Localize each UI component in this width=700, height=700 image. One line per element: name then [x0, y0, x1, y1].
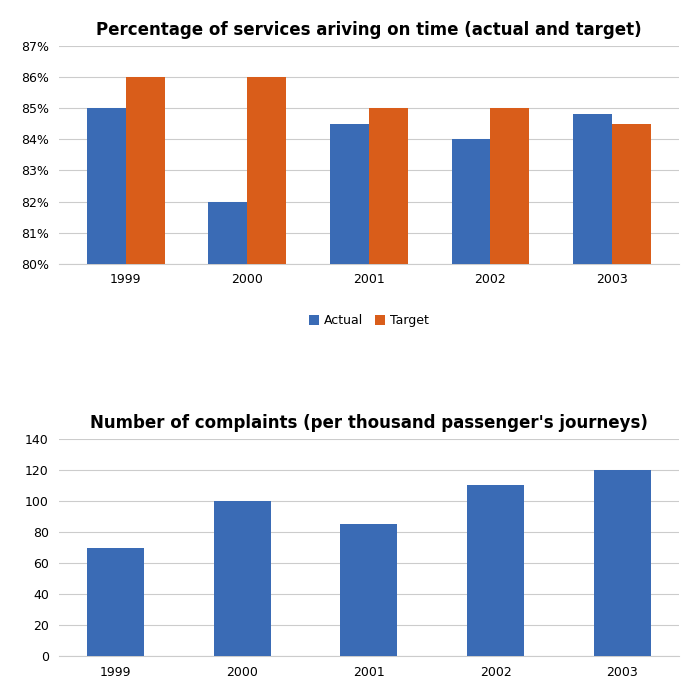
- Bar: [87, 108, 126, 700]
- Title: Number of complaints (per thousand passenger's journeys): Number of complaints (per thousand passe…: [90, 414, 648, 431]
- Bar: [247, 77, 286, 700]
- Bar: [573, 114, 612, 700]
- Legend: Actual, Target: Actual, Target: [304, 309, 434, 332]
- Bar: [452, 139, 491, 700]
- Bar: [340, 524, 398, 657]
- Bar: [594, 470, 651, 657]
- Bar: [491, 108, 529, 700]
- Bar: [467, 485, 524, 657]
- Bar: [126, 77, 164, 700]
- Bar: [214, 501, 271, 657]
- Bar: [330, 124, 369, 700]
- Bar: [369, 108, 408, 700]
- Bar: [209, 202, 247, 700]
- Bar: [612, 124, 651, 700]
- Bar: [87, 547, 144, 657]
- Title: Percentage of services ariving on time (actual and target): Percentage of services ariving on time (…: [96, 21, 642, 38]
